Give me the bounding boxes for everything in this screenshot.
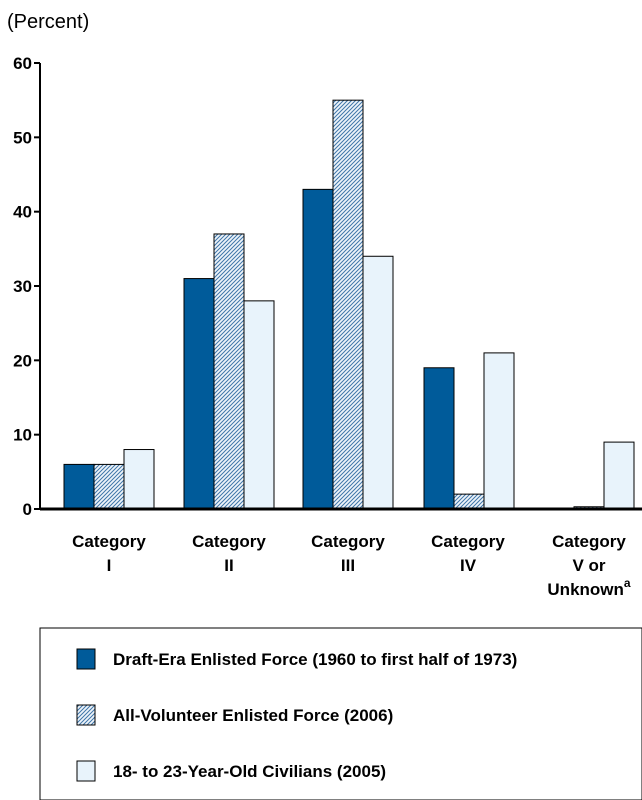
y-tick-label: 20 xyxy=(13,351,32,370)
unit-label: (Percent) xyxy=(7,11,89,33)
bar-series-3-category-2 xyxy=(243,300,275,510)
category-label: Category III xyxy=(311,532,385,575)
category-label: Category IV xyxy=(431,532,505,575)
bar-series-2-category-2 xyxy=(213,233,245,510)
bar-series-3-category-3 xyxy=(362,255,394,510)
bar-series-1-category-2 xyxy=(183,278,215,510)
legend-swatch xyxy=(76,760,96,782)
category-label: Category II xyxy=(192,532,266,575)
legend-label: All-Volunteer Enlisted Force (2006) xyxy=(113,706,393,725)
bar-series-2-category-4 xyxy=(453,493,485,510)
y-tick-label: 40 xyxy=(13,203,32,222)
footnote-marker: a xyxy=(624,576,631,590)
category-labels: Category I Category II Category III Category IV… xyxy=(72,532,631,599)
legend: Draft-Era Enlisted Force (1960 to first … xyxy=(39,627,642,800)
y-tick-label: 50 xyxy=(13,128,32,147)
y-tick-label: 60 xyxy=(13,54,32,73)
y-tick-label: 10 xyxy=(13,426,32,445)
bar-series-2-category-1 xyxy=(93,463,125,510)
y-tick-label: 30 xyxy=(13,277,32,296)
bar-series-3-category-5 xyxy=(603,441,635,510)
y-tick-label: 0 xyxy=(23,500,32,519)
legend-label: 18- to 23-Year-Old Civilians (2005) xyxy=(113,762,386,781)
bar-series-1-category-1 xyxy=(63,463,95,510)
bars xyxy=(63,99,635,510)
category-label: Category I xyxy=(72,532,146,575)
legend-swatch xyxy=(76,648,96,670)
bar-series-3-category-4 xyxy=(483,352,515,510)
category-label: Category V or Unknowna xyxy=(547,532,631,599)
legend-label: Draft-Era Enlisted Force (1960 to first … xyxy=(113,650,517,669)
bar-series-1-category-3 xyxy=(302,188,334,510)
legend-box xyxy=(39,627,642,800)
bar-series-1-category-4 xyxy=(423,367,455,510)
legend-swatch xyxy=(76,704,96,726)
y-axis: 0 10 20 30 40 50 60 xyxy=(13,54,41,519)
bar-series-3-category-1 xyxy=(123,449,155,510)
bar-series-2-category-3 xyxy=(332,99,364,510)
